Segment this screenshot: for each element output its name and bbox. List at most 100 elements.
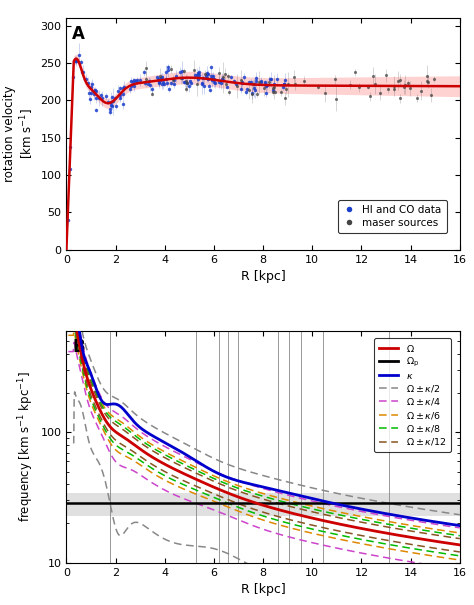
$\Omega \pm \kappa/4$ bbox=[442, 522, 448, 529]
Point bbox=[248, 89, 256, 99]
Point bbox=[66, 142, 74, 152]
Point bbox=[190, 65, 197, 75]
Point bbox=[66, 164, 73, 174]
Point bbox=[72, 56, 80, 65]
Point bbox=[260, 83, 268, 93]
Point bbox=[270, 82, 277, 92]
Point bbox=[191, 71, 198, 80]
Point bbox=[72, 56, 80, 66]
Point bbox=[242, 87, 250, 97]
Point bbox=[257, 77, 264, 87]
Point bbox=[170, 76, 178, 85]
Point bbox=[206, 85, 214, 94]
Point bbox=[144, 79, 152, 88]
Point bbox=[162, 74, 170, 83]
Point bbox=[167, 79, 174, 88]
Point bbox=[221, 69, 228, 79]
Point bbox=[146, 80, 154, 90]
Point bbox=[162, 67, 169, 77]
Point bbox=[90, 87, 98, 96]
Point bbox=[210, 74, 218, 84]
Point bbox=[88, 82, 95, 91]
Point bbox=[179, 66, 186, 76]
Point bbox=[88, 79, 96, 88]
$\Omega \pm \kappa/4$ bbox=[381, 512, 386, 519]
Bar bbox=[66, 494, 460, 515]
Y-axis label: frequency [km s$^{-1}$ kpc$^{-1}$]: frequency [km s$^{-1}$ kpc$^{-1}$] bbox=[17, 371, 36, 522]
Point bbox=[226, 87, 233, 97]
Point bbox=[182, 76, 189, 86]
Point bbox=[156, 75, 164, 85]
$\Omega \pm \kappa/6$ bbox=[141, 436, 146, 443]
$\Omega \pm \kappa/2$ bbox=[79, 327, 85, 335]
Point bbox=[119, 83, 127, 93]
Line: $\Omega \pm \kappa/4$: $\Omega \pm \kappa/4$ bbox=[80, 333, 460, 528]
$\Omega \pm \kappa/12$ bbox=[430, 531, 436, 538]
Point bbox=[427, 90, 435, 100]
Point bbox=[281, 93, 288, 103]
Point bbox=[424, 77, 432, 87]
Point bbox=[237, 75, 245, 85]
Point bbox=[247, 77, 255, 87]
Point bbox=[397, 94, 404, 103]
$\Omega \pm \kappa/8$ bbox=[278, 497, 284, 505]
Point bbox=[257, 76, 265, 86]
Point bbox=[130, 76, 137, 85]
Point bbox=[200, 74, 207, 83]
Point bbox=[107, 100, 114, 110]
Point bbox=[109, 101, 116, 111]
Point bbox=[91, 85, 99, 94]
$\Omega \pm \kappa/8$ bbox=[164, 452, 169, 459]
Point bbox=[114, 87, 122, 96]
Point bbox=[104, 97, 112, 106]
Point bbox=[210, 71, 217, 81]
Point bbox=[384, 84, 392, 94]
$\Omega \pm \kappa/6$ bbox=[184, 460, 190, 467]
Point bbox=[130, 81, 137, 91]
Point bbox=[224, 71, 232, 81]
Point bbox=[314, 82, 321, 91]
Line: $\Omega \pm \kappa/12$: $\Omega \pm \kappa/12$ bbox=[78, 332, 460, 538]
Point bbox=[155, 75, 163, 85]
Point bbox=[222, 79, 229, 88]
Line: $\Omega \pm \kappa/8$: $\Omega \pm \kappa/8$ bbox=[79, 332, 460, 536]
Point bbox=[186, 77, 194, 87]
Point bbox=[136, 75, 144, 85]
Point bbox=[86, 94, 93, 104]
Point bbox=[204, 73, 211, 83]
Point bbox=[267, 74, 274, 84]
$\Omega \pm \kappa/2$ bbox=[457, 511, 463, 518]
$\Omega \pm \kappa/6$ bbox=[76, 329, 82, 336]
Point bbox=[263, 81, 270, 91]
Point bbox=[284, 80, 292, 90]
$\Omega \pm \kappa/2$ bbox=[104, 389, 109, 396]
Point bbox=[187, 78, 195, 88]
Point bbox=[201, 81, 208, 91]
Point bbox=[179, 73, 186, 83]
Point bbox=[146, 76, 153, 85]
Point bbox=[73, 55, 80, 65]
Y-axis label: rotation velocity
[km s$^{-1}$]: rotation velocity [km s$^{-1}$] bbox=[3, 86, 36, 182]
Point bbox=[277, 87, 284, 97]
Point bbox=[127, 76, 135, 85]
Point bbox=[69, 72, 77, 82]
Point bbox=[148, 85, 155, 94]
$\Omega \pm \kappa/4$ bbox=[297, 494, 302, 502]
Point bbox=[64, 215, 72, 225]
X-axis label: R [kpc]: R [kpc] bbox=[241, 583, 285, 596]
Point bbox=[107, 104, 114, 114]
Point bbox=[133, 76, 141, 85]
Point bbox=[407, 83, 414, 93]
Point bbox=[90, 89, 98, 99]
Point bbox=[261, 77, 269, 87]
Point bbox=[111, 93, 119, 103]
Point bbox=[167, 64, 175, 74]
Legend: HI and CO data, maser sources: HI and CO data, maser sources bbox=[338, 200, 447, 233]
Point bbox=[172, 71, 180, 81]
Point bbox=[198, 79, 205, 88]
Point bbox=[271, 87, 279, 97]
Point bbox=[79, 67, 87, 77]
Point bbox=[266, 74, 273, 83]
$\Omega \pm \kappa/12$ bbox=[177, 462, 182, 469]
Point bbox=[92, 93, 100, 103]
